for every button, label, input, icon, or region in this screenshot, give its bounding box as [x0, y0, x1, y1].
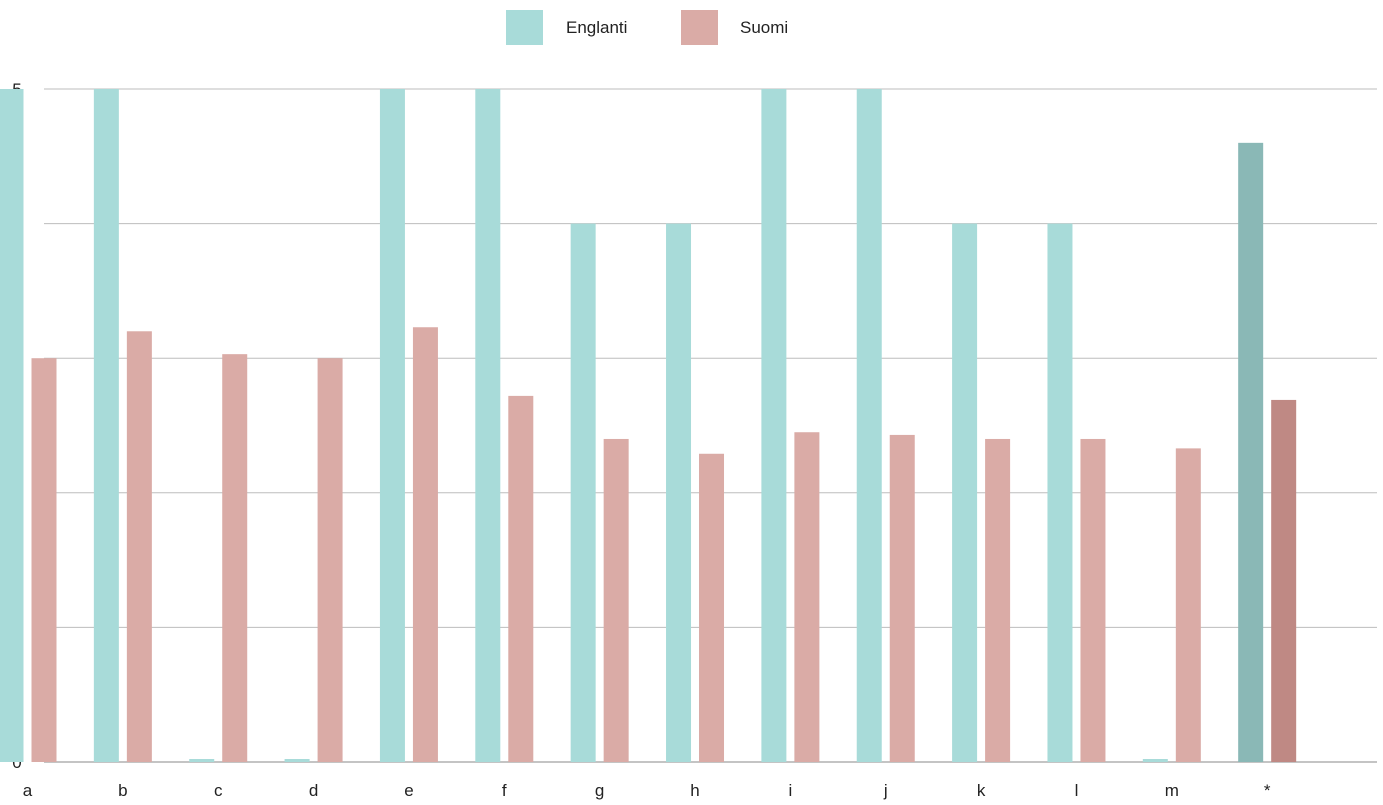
bar-englanti-2: [189, 759, 215, 762]
bar-englanti-1: [93, 89, 119, 762]
bar-suomi-10: [985, 438, 1011, 762]
bar-englanti-9: [856, 89, 882, 762]
x-tick-label: e: [404, 781, 413, 800]
x-tick-label: *: [1264, 781, 1271, 800]
bar-englanti-5: [475, 89, 501, 762]
bar-suomi-5: [508, 395, 534, 762]
bar-suomi-2: [222, 354, 248, 762]
x-tick-label: b: [118, 781, 127, 800]
bar-suomi-11: [1080, 438, 1106, 762]
bar-suomi-4: [412, 327, 438, 762]
bar-suomi-12: [1175, 448, 1201, 762]
x-tick-label: a: [23, 781, 33, 800]
legend-swatch-2: [681, 10, 718, 45]
y-tick-label: 0: [12, 753, 21, 772]
x-tick-label: l: [1075, 781, 1079, 800]
bar-suomi-8: [794, 432, 820, 762]
x-tick-label: k: [977, 781, 986, 800]
x-tick-label: g: [595, 781, 604, 800]
bar-suomi-6: [603, 438, 629, 762]
bar-englanti-6: [570, 223, 596, 763]
legend-swatch-1: [506, 10, 543, 45]
bar-suomi-1: [126, 331, 152, 762]
bar-englanti-12: [1142, 759, 1168, 762]
x-tick-label: i: [788, 781, 792, 800]
bar-englanti-8: [761, 89, 787, 762]
legend-label-2: Suomi: [740, 18, 788, 37]
bar-englanti-10: [952, 223, 978, 763]
bar-suomi-3: [317, 358, 343, 762]
bar-suomi-13: [1271, 399, 1297, 762]
legend-label-1: Englanti: [566, 18, 627, 37]
bar-englanti-13: [1238, 142, 1264, 763]
legend: Englanti Suomi: [506, 10, 788, 45]
bar-suomi-7: [699, 453, 725, 762]
bar-englanti-11: [1047, 223, 1073, 763]
x-tick-label: c: [214, 781, 223, 800]
bar-englanti-3: [284, 759, 310, 762]
bar-englanti-0: [0, 89, 24, 762]
x-axis-ticks: a b c d e f g h i j k l m *: [23, 781, 1271, 800]
bar-englanti-4: [379, 89, 405, 762]
bar-suomi-9: [889, 434, 915, 762]
x-tick-label: d: [309, 781, 318, 800]
x-tick-label: h: [690, 781, 699, 800]
bar-englanti-7: [666, 223, 692, 763]
bars: [0, 89, 1297, 763]
x-tick-label: f: [502, 781, 507, 800]
x-tick-label: m: [1165, 781, 1179, 800]
bar-suomi-0: [31, 358, 57, 762]
x-tick-label: j: [883, 781, 888, 800]
